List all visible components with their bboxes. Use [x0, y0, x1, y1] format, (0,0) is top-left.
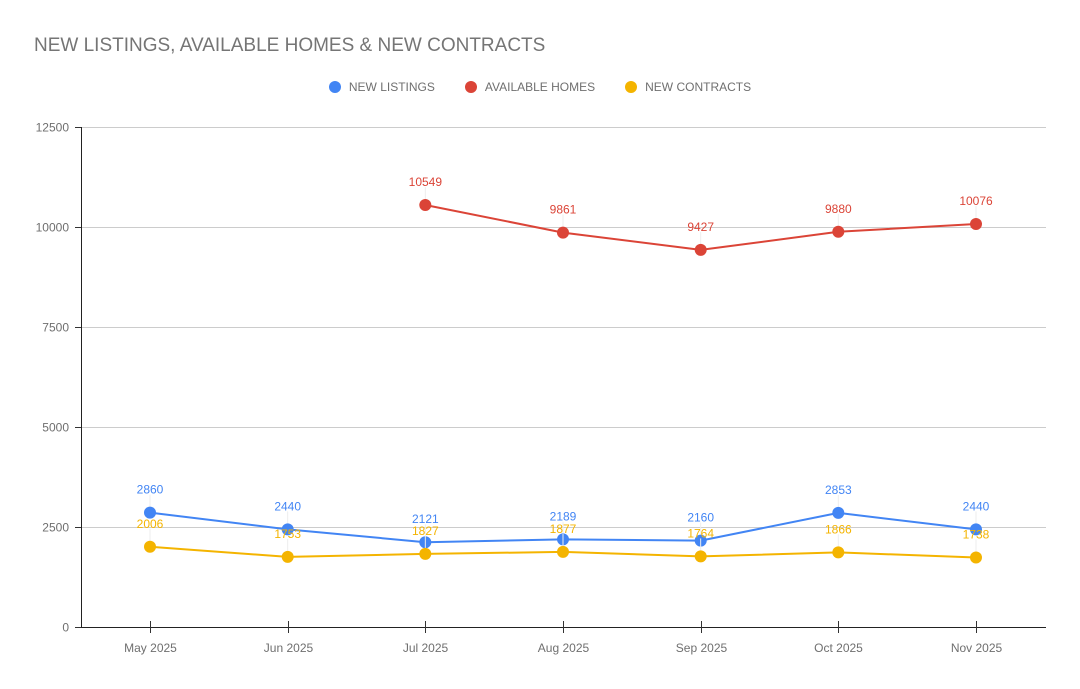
legend-item-new-listings[interactable]: NEW LISTINGS — [328, 80, 435, 94]
data-label-available-homes: 9880 — [825, 202, 852, 216]
data-point-new-contracts — [281, 550, 294, 563]
data-point-available-homes — [832, 225, 845, 238]
chart-legend: NEW LISTINGS AVAILABLE HOMES NEW CONTRAC… — [0, 80, 1080, 94]
data-label-available-homes: 10549 — [409, 175, 443, 189]
y-tick-label: 5000 — [42, 421, 69, 435]
legend-marker-new-listings — [328, 81, 341, 93]
data-point-new-contracts — [970, 551, 982, 564]
data-label-new-contracts: 2006 — [137, 517, 164, 531]
x-tick-label: Aug 2025 — [538, 641, 590, 655]
chart-title: NEW LISTINGS, AVAILABLE HOMES & NEW CONT… — [34, 35, 546, 56]
data-label-new-contracts: 1877 — [550, 522, 577, 536]
y-tick-label: 12500 — [36, 121, 70, 135]
y-tick-label: 10000 — [36, 221, 70, 235]
data-point-new-listings — [970, 523, 982, 536]
legend-marker-available-homes — [464, 81, 477, 93]
data-label-available-homes: 9427 — [687, 220, 714, 234]
x-tick-label: Sep 2025 — [676, 641, 728, 655]
x-tick-label: Oct 2025 — [814, 641, 863, 655]
data-point-new-listings — [144, 506, 156, 519]
data-label-new-contracts: 1753 — [274, 527, 301, 541]
y-tick-label: 7500 — [42, 321, 69, 335]
data-point-available-homes — [694, 243, 707, 256]
series-group — [144, 187, 982, 564]
data-point-new-contracts — [694, 550, 707, 563]
data-label-new-listings: 2121 — [412, 512, 439, 526]
data-label-new-listings: 2160 — [687, 511, 714, 525]
x-tick-label: Jun 2025 — [264, 641, 314, 655]
data-point-new-listings — [832, 506, 845, 519]
data-label-available-homes: 10076 — [959, 194, 993, 208]
x-tick-label: May 2025 — [124, 641, 177, 655]
y-tick-label: 0 — [62, 621, 69, 635]
data-point-new-contracts — [144, 540, 156, 553]
data-label-new-listings: 2853 — [825, 483, 852, 497]
legend-label-new-listings: NEW LISTINGS — [348, 80, 435, 94]
data-labels: 2860 2440 2121 2189 2160 2853 2440 10549 9861 942… — [137, 175, 993, 541]
y-tick-label: 2500 — [42, 521, 69, 535]
data-label-new-contracts: 1764 — [687, 526, 714, 540]
data-label-new-listings: 2860 — [137, 483, 164, 497]
data-label-new-contracts: 1866 — [825, 522, 852, 536]
data-point-available-homes — [557, 226, 569, 239]
data-point-new-contracts — [419, 547, 432, 560]
x-tick-label: Nov 2025 — [951, 641, 1003, 655]
data-point-new-listings — [281, 523, 294, 536]
axes: 0 2500 5000 7500 10000 12500 May 2025 Jun 2025 J… — [36, 121, 1046, 655]
legend-item-new-contracts[interactable]: NEW CONTRACTS — [625, 80, 751, 94]
data-point-new-contracts — [832, 546, 845, 559]
data-point-available-homes — [970, 218, 982, 230]
data-point-new-contracts — [557, 545, 569, 558]
data-point-available-homes — [419, 199, 432, 211]
x-tick-label: Jul 2025 — [403, 641, 449, 655]
data-label-new-listings: 2440 — [274, 499, 301, 513]
legend-item-available-homes[interactable]: AVAILABLE HOMES — [464, 80, 596, 94]
data-label-new-contracts: 1738 — [963, 527, 990, 541]
data-label-new-listings: 2189 — [550, 509, 577, 523]
legend-label-new-contracts: NEW CONTRACTS — [645, 80, 752, 94]
data-label-new-listings: 2440 — [963, 499, 990, 513]
legend-label-available-homes: AVAILABLE HOMES — [484, 80, 596, 94]
legend-marker-new-contracts — [625, 81, 638, 93]
gridlines — [81, 127, 1046, 528]
data-label-new-contracts: 1827 — [412, 524, 439, 538]
data-label-available-homes: 9861 — [550, 203, 577, 217]
